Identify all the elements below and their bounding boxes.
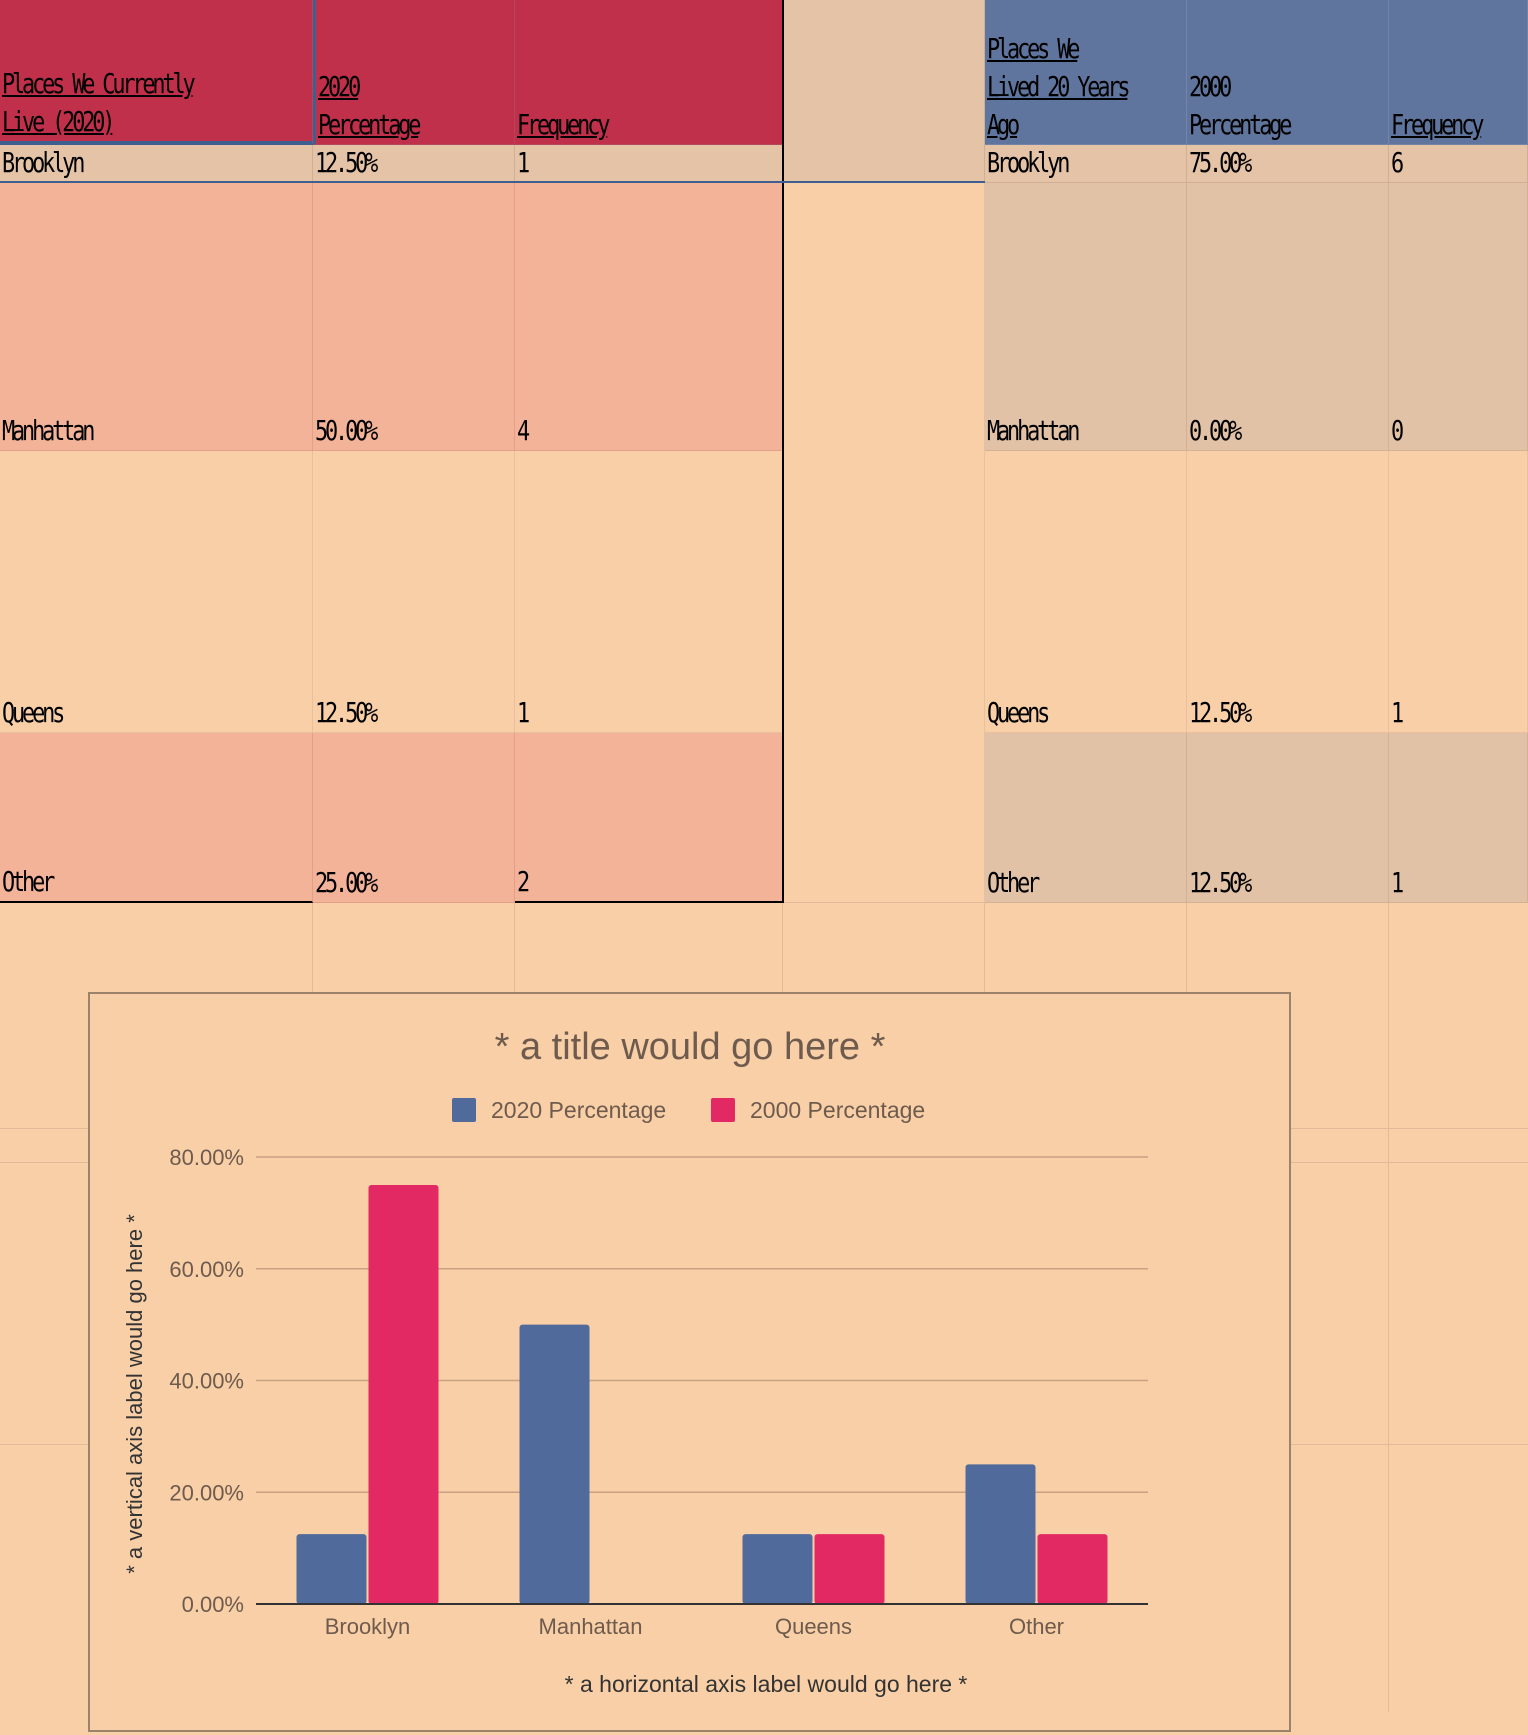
cell-frequency[interactable]: 4 [515,183,783,451]
cell-text: Manhattan [987,414,1080,447]
x-tick-label: Brooklyn [325,1614,411,1639]
header-text: Frequency [517,108,610,141]
legend-label-2020: 2020 Percentage [491,1097,666,1123]
header-cell-place-2000[interactable]: Places We Lived 20 Years Ago [985,0,1187,145]
header-text: Places We Lived 20 Years Ago [987,32,1131,141]
x-tick-label: Queens [775,1614,852,1639]
cell-text: 1 [1391,696,1404,729]
cell-text: 0.00% [1189,414,1242,447]
cell-text: 12.50% [1189,866,1252,899]
bar-2000-percentage-brooklyn [368,1184,439,1604]
cell-text: 12.50% [315,696,378,729]
cell-text: Queens [987,696,1050,729]
cell-frequency[interactable]: 1 [515,451,783,733]
cell-text: 6 [1391,146,1404,179]
empty-cell[interactable] [783,0,985,183]
cell-percentage[interactable]: 75.00% [1187,145,1389,183]
legend-swatch-2000 [711,1098,735,1122]
y-axis-label: * a vertical axis label would go here * [122,1214,147,1574]
header-cell-percentage-2000[interactable]: 2000 Percentage [1187,0,1389,145]
cell-percentage[interactable]: 12.50% [1187,451,1389,733]
cell-percentage[interactable]: 12.50% [313,145,515,183]
cell-percentage[interactable]: 12.50% [1187,733,1389,903]
bar-2000-percentage-other [1037,1534,1108,1604]
empty-cell[interactable] [783,183,985,903]
cell-text: 25.00% [315,866,378,899]
header-cell-percentage-2020[interactable]: 2020 Percentage [313,0,515,145]
y-tick-label: 0.00% [182,1592,244,1617]
cell-text: 1 [1391,866,1404,899]
header-text: 2020 Percentage [318,70,421,141]
cell-text: 1 [517,696,530,729]
x-tick-label: Other [1009,1614,1064,1639]
header-cell-frequency-2020[interactable]: Frequency [515,0,783,145]
cell-text: 12.50% [315,146,378,179]
cell-text: 4 [517,414,530,447]
y-tick-label: 20.00% [169,1480,244,1505]
x-axis-ticks: Brooklyn Manhattan Queens Other [325,1614,1064,1639]
cell-text: 50.00% [315,414,378,447]
cell-text: Brooklyn [2,146,85,179]
cell-text: Other [2,865,55,898]
bar-2020-percentage-queens [742,1534,813,1604]
cell-place[interactable]: Manhattan [985,183,1187,451]
cell-frequency[interactable]: 2 [515,733,783,903]
cell-frequency[interactable]: 1 [515,145,783,183]
header-text: 2000 Percentage [1189,70,1292,141]
header-cell-place-2020[interactable]: Places We Currently Live (2020) [0,0,313,145]
cell-text: Queens [2,696,65,729]
cell-frequency[interactable]: 6 [1389,145,1528,183]
x-tick-label: Manhattan [539,1614,643,1639]
bars [296,1184,1108,1604]
y-axis-ticks: 0.00% 20.00% 40.00% 60.00% 80.00% [169,1145,244,1617]
chart-title: * a title would go here * [495,1026,886,1068]
bar-2000-percentage-queens [814,1534,885,1604]
cell-place[interactable]: Brooklyn [0,145,313,183]
header-text: Frequency [1391,108,1484,141]
bar-2020-percentage-brooklyn [296,1534,367,1604]
cell-text: 2 [517,865,530,898]
cell-text: Manhattan [2,414,95,447]
y-tick-label: 40.00% [169,1369,244,1394]
header-text: Places We Currently Live (2020) [2,67,196,138]
cell-percentage[interactable]: 25.00% [313,733,515,903]
cell-text: Brooklyn [987,146,1070,179]
legend-swatch-2020 [452,1098,476,1122]
bar-chart: * a title would go here * 2020 Percentag… [122,1026,1148,1697]
cell-place[interactable]: Brooklyn [985,145,1187,183]
bar-2020-percentage-manhattan [519,1324,590,1604]
cell-place[interactable]: Other [0,733,313,903]
cell-text: 1 [517,146,530,179]
x-axis-label: * a horizontal axis label would go here … [565,1671,968,1697]
legend-label-2000: 2000 Percentage [750,1097,925,1123]
cell-text: Other [987,866,1040,899]
cell-percentage[interactable]: 50.00% [313,183,515,451]
cell-percentage[interactable]: 0.00% [1187,183,1389,451]
legend[interactable]: 2020 Percentage 2000 Percentage [452,1097,925,1123]
embedded-chart[interactable]: * a title would go here * 2020 Percentag… [88,992,1291,1732]
cell-place[interactable]: Manhattan [0,183,313,451]
y-tick-label: 80.00% [169,1145,244,1170]
header-cell-frequency-2000[interactable]: Frequency [1389,0,1528,145]
row-border [0,181,1528,183]
cell-frequency[interactable]: 1 [1389,451,1528,733]
cell-place[interactable]: Queens [0,451,313,733]
cell-place[interactable]: Queens [985,451,1187,733]
cell-frequency[interactable]: 0 [1389,183,1528,451]
bar-2020-percentage-other [965,1464,1036,1604]
y-tick-label: 60.00% [169,1257,244,1282]
cell-text: 12.50% [1189,696,1252,729]
cell-text: 0 [1391,414,1404,447]
cell-percentage[interactable]: 12.50% [313,451,515,733]
cell-text: 75.00% [1189,146,1252,179]
cell-place[interactable]: Other [985,733,1187,903]
cell-frequency[interactable]: 1 [1389,733,1528,903]
table-border [782,0,784,903]
